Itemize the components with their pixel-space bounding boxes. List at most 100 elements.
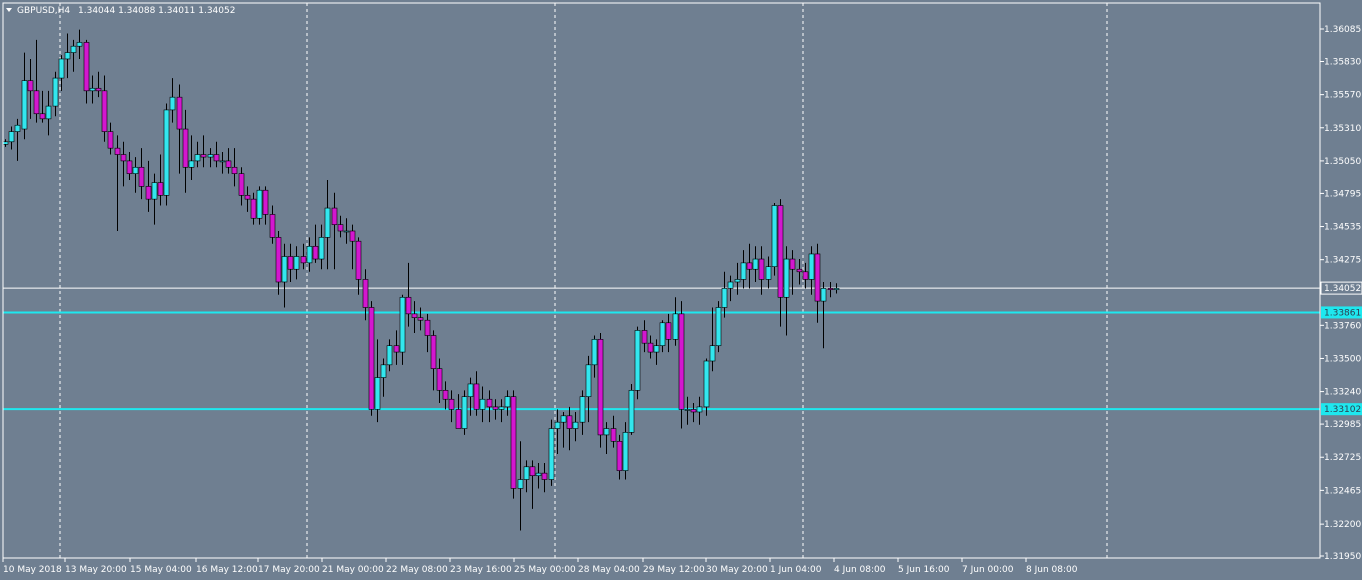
bear-candle bbox=[746, 262, 753, 270]
bull-candle bbox=[634, 330, 641, 391]
bear-candle bbox=[176, 96, 183, 130]
bull-candle bbox=[591, 339, 598, 366]
bear-candle bbox=[789, 258, 796, 270]
bull-candle bbox=[399, 296, 406, 353]
bear-candle bbox=[455, 409, 462, 429]
bull-candle bbox=[70, 45, 77, 53]
bull-candle bbox=[324, 207, 331, 238]
time-tick-label: 7 Jun 00:00 bbox=[962, 565, 1014, 575]
bull-candle bbox=[194, 154, 201, 162]
price-tick-label: 1.35310 bbox=[1324, 124, 1361, 134]
bear-candle bbox=[678, 313, 685, 410]
bull-candle bbox=[219, 160, 226, 163]
bull-candle bbox=[672, 313, 679, 340]
price-tick-label: 1.35050 bbox=[1324, 157, 1361, 167]
bear-candle bbox=[213, 154, 220, 162]
bull-candle bbox=[517, 479, 524, 489]
bear-candle bbox=[114, 147, 121, 155]
bear-candle bbox=[473, 383, 480, 410]
bear-candle bbox=[610, 428, 617, 442]
bear-candle bbox=[566, 415, 573, 429]
bear-candle bbox=[486, 398, 493, 408]
price-tick-label: 1.33760 bbox=[1324, 321, 1361, 331]
dropdown-triangle-icon[interactable] bbox=[6, 8, 12, 12]
bull-candle bbox=[585, 364, 592, 397]
bear-candle bbox=[777, 205, 784, 298]
level-price-tag bbox=[1321, 403, 1362, 416]
bear-candle bbox=[250, 198, 257, 219]
price-tick-label: 1.31950 bbox=[1324, 552, 1361, 562]
bull-candle bbox=[256, 189, 263, 219]
bull-candle bbox=[479, 398, 486, 410]
bull-candle bbox=[703, 360, 710, 408]
bear-candle bbox=[244, 195, 251, 200]
price-tick-label: 1.35570 bbox=[1324, 91, 1361, 101]
bear-candle bbox=[95, 87, 102, 92]
bull-candle bbox=[14, 124, 21, 132]
bear-candle bbox=[814, 253, 821, 302]
time-tick-label: 17 May 20:00 bbox=[258, 565, 320, 575]
bear-candle bbox=[275, 237, 282, 283]
bull-candle bbox=[659, 322, 666, 347]
bear-candle bbox=[405, 296, 412, 315]
bear-candle bbox=[83, 42, 90, 92]
level-price-tag bbox=[1321, 306, 1362, 319]
bear-candle bbox=[287, 256, 294, 270]
bull-candle bbox=[64, 52, 71, 60]
bull-candle bbox=[58, 58, 65, 79]
bull-candle bbox=[820, 288, 827, 302]
symbol-label[interactable]: GBPUSD,H4 bbox=[17, 6, 70, 16]
time-tick-label: 10 May 2018 bbox=[3, 565, 62, 575]
bull-candle bbox=[579, 396, 586, 423]
bear-candle bbox=[157, 182, 164, 196]
bull-candle bbox=[554, 421, 561, 429]
bear-candle bbox=[331, 207, 338, 225]
price-tick-label: 1.32200 bbox=[1324, 520, 1361, 530]
bear-candle bbox=[430, 335, 437, 369]
bull-candle bbox=[523, 466, 530, 480]
bear-candle bbox=[231, 166, 238, 174]
bear-candle bbox=[355, 240, 362, 280]
bear-candle bbox=[145, 186, 152, 200]
bear-candle bbox=[647, 342, 654, 353]
time-tick-label: 8 Jun 08:00 bbox=[1026, 565, 1078, 575]
bear-candle bbox=[126, 160, 133, 174]
bull-candle bbox=[771, 205, 778, 267]
candles-series bbox=[2, 29, 840, 531]
bull-candle bbox=[132, 166, 139, 174]
current-price-label: 1.34052 bbox=[1324, 284, 1361, 294]
plot-border bbox=[2, 2, 1321, 559]
bull-candle bbox=[467, 383, 474, 397]
bear-candle bbox=[758, 258, 765, 280]
bull-candle bbox=[151, 182, 158, 200]
price-tick-label: 1.34535 bbox=[1324, 223, 1361, 233]
bull-candle bbox=[696, 406, 703, 413]
bear-candle bbox=[393, 345, 400, 353]
time-tick-label: 13 May 20:00 bbox=[65, 565, 127, 575]
bear-candle bbox=[827, 288, 834, 290]
bull-candle bbox=[461, 396, 468, 429]
bull-candle bbox=[89, 87, 96, 92]
bull-candle bbox=[207, 154, 214, 158]
bull-candle bbox=[622, 432, 629, 471]
bear-candle bbox=[541, 472, 548, 480]
bear-candle bbox=[107, 131, 114, 149]
bull-candle bbox=[783, 258, 790, 298]
price-tick-label: 1.34275 bbox=[1324, 256, 1361, 266]
time-tick-label: 22 May 08:00 bbox=[386, 565, 448, 575]
horizontal-lines[interactable] bbox=[3, 287, 1320, 411]
bull-candle bbox=[833, 288, 840, 290]
bull-candle bbox=[684, 409, 691, 411]
bull-candle bbox=[343, 230, 350, 233]
bull-candle bbox=[740, 262, 747, 280]
time-tick-label: 21 May 00:00 bbox=[322, 565, 384, 575]
bull-candle bbox=[734, 279, 741, 283]
bull-candle bbox=[504, 396, 511, 408]
bull-candle bbox=[318, 237, 325, 260]
bull-candle bbox=[765, 266, 772, 280]
bull-candle bbox=[548, 428, 555, 480]
ohlc-readout: 1.34044 1.34088 1.34011 1.34052 bbox=[78, 6, 235, 16]
